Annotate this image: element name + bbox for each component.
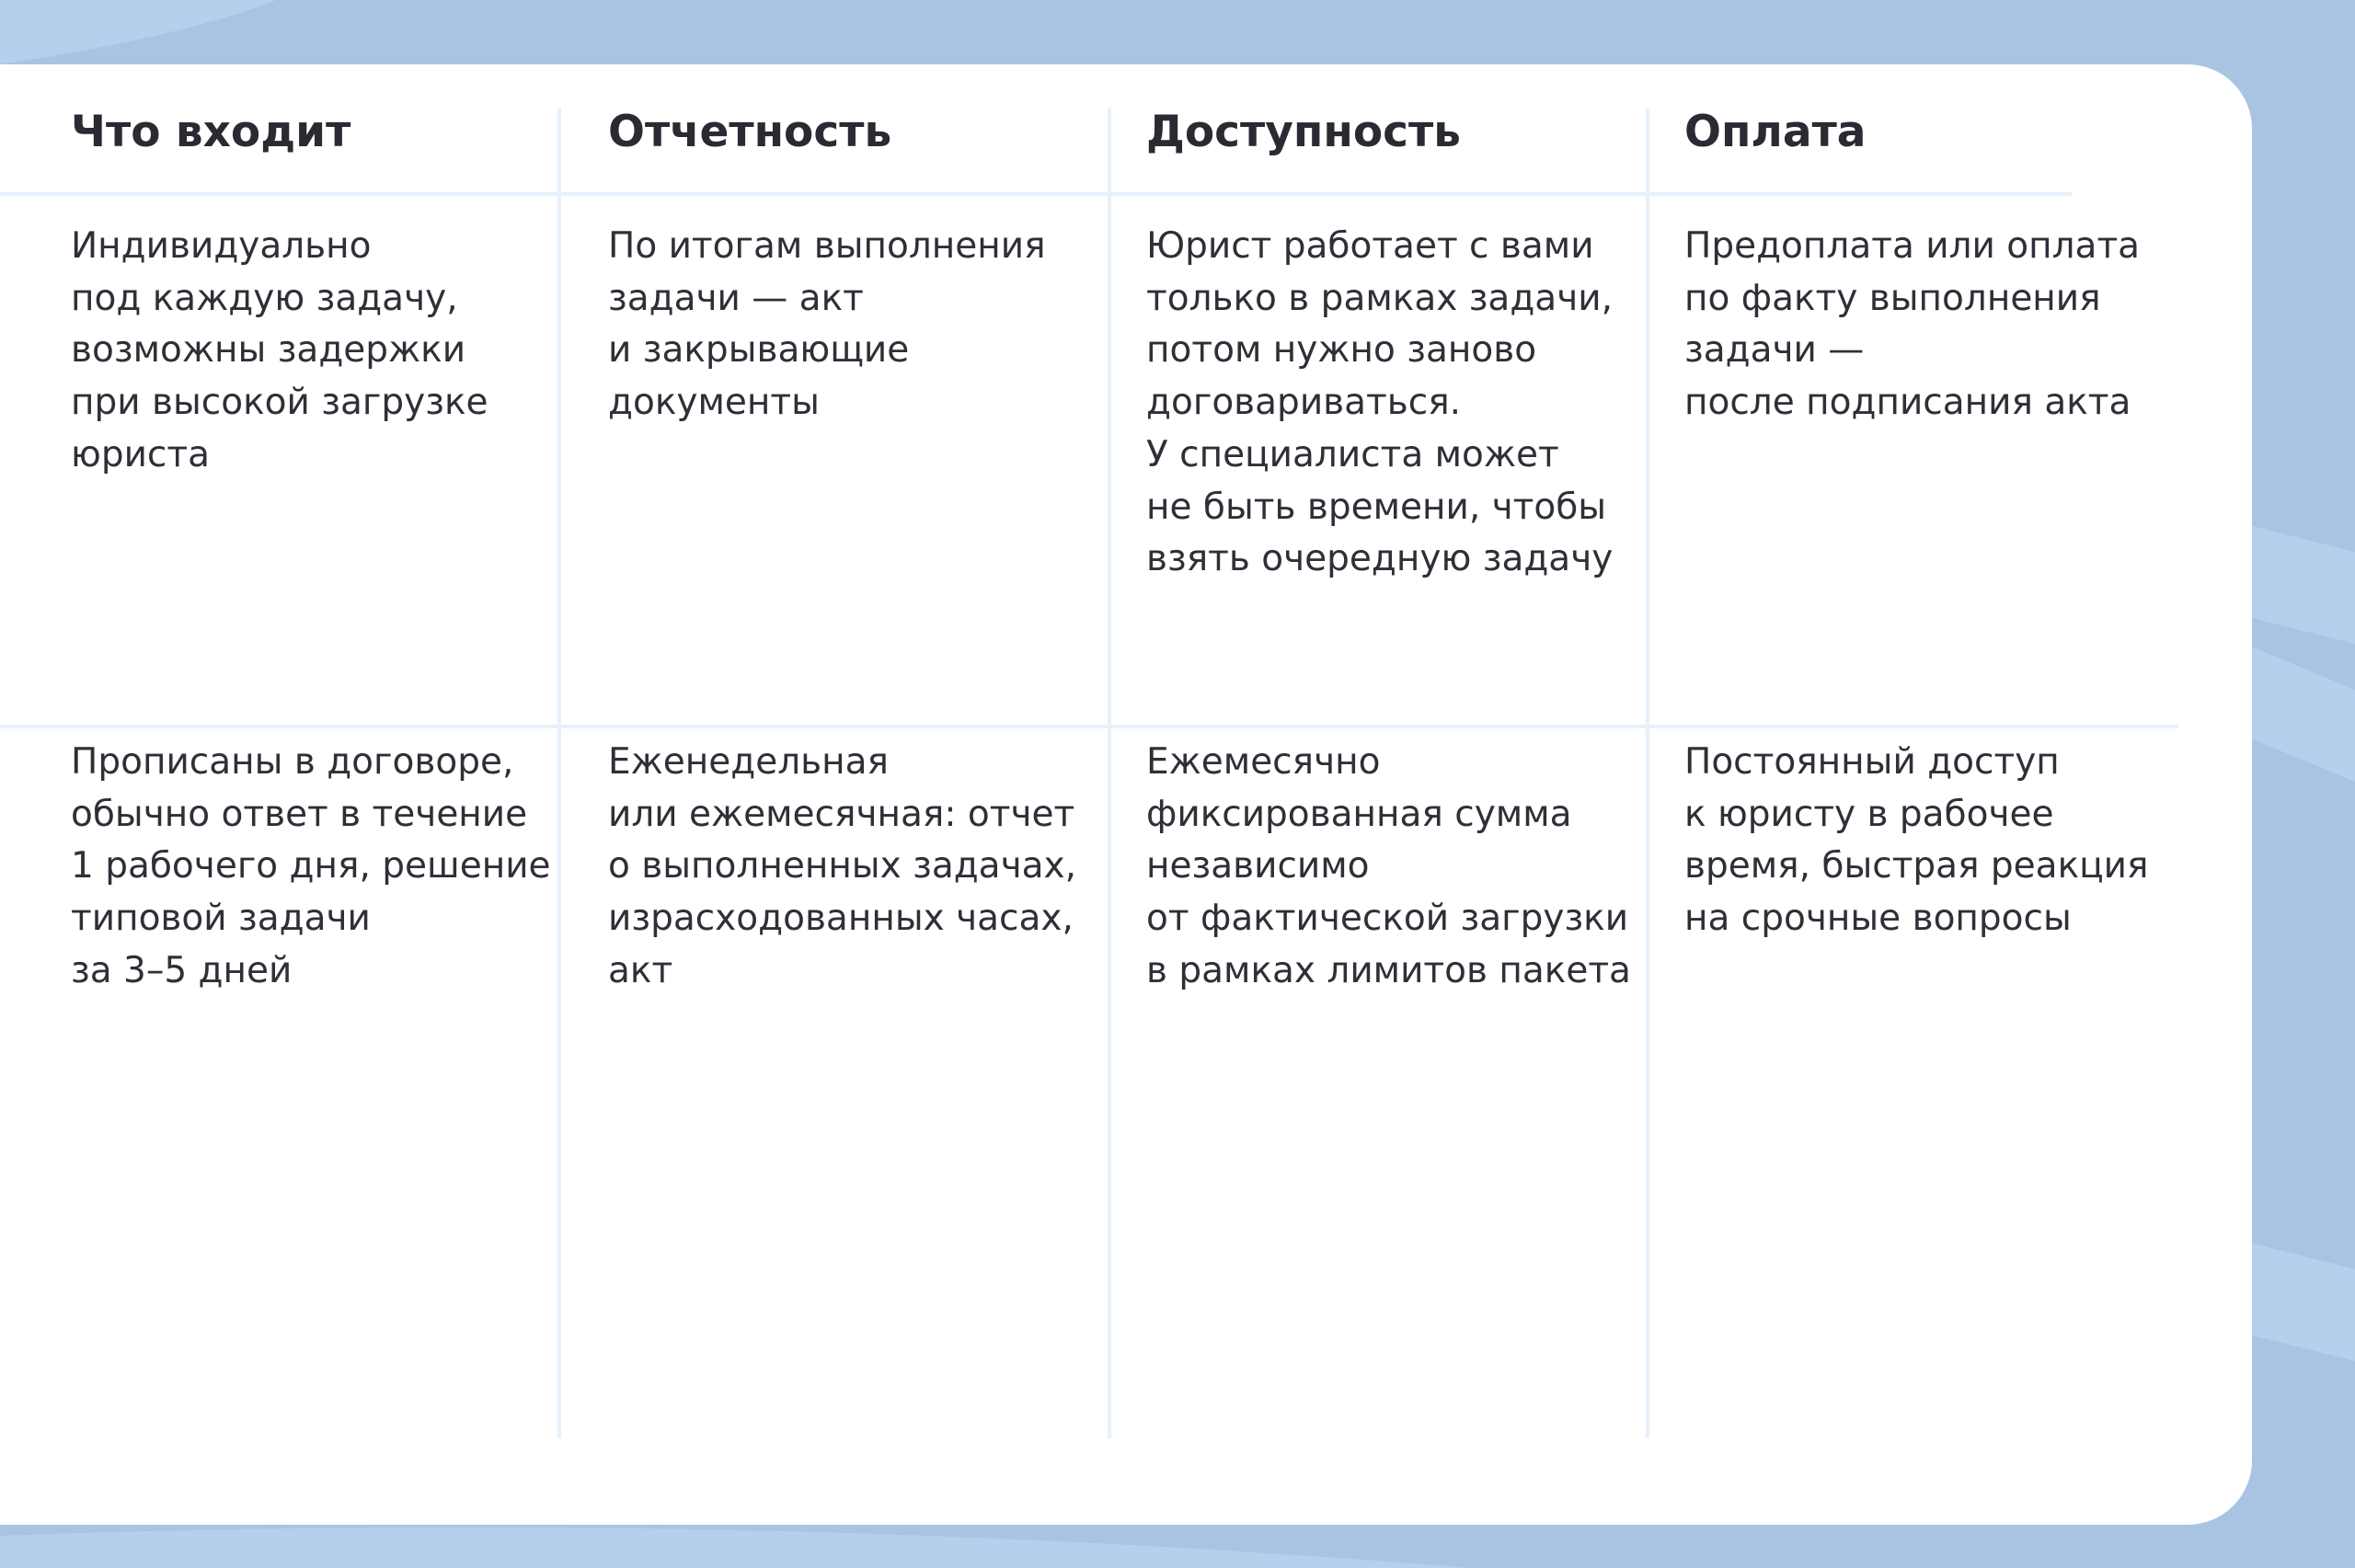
table-cell: Индивидуально под каждую задачу, возможн…	[71, 225, 488, 475]
table-cell: Юрист работает с вами только в рамках за…	[1146, 225, 1614, 580]
column-header: Что входит	[71, 107, 351, 157]
column-divider	[557, 109, 561, 1438]
column-header: Отчетность	[608, 107, 892, 157]
table-cell: Ежемесячно фиксированная сумма независим…	[1146, 741, 1631, 991]
row-divider	[0, 725, 2178, 728]
header-divider	[0, 192, 2072, 196]
table-cell: Предоплата или оплата по факту выполнени…	[1684, 225, 2141, 424]
table-cell: По итогам выполнения задачи — акт и закр…	[608, 225, 1046, 424]
column-header: Доступность	[1146, 107, 1461, 157]
table-cell: Еженедельная или ежемесячная: отчет о вы…	[608, 741, 1076, 991]
table-cell: Прописаны в договоре, обычно ответ в теч…	[71, 741, 551, 991]
column-header: Оплата	[1684, 107, 1867, 157]
column-divider	[1646, 109, 1649, 1438]
column-divider	[1108, 109, 1111, 1438]
comparison-card: Что входит Отчетность Доступность Оплата…	[0, 64, 2252, 1525]
table-cell: Постоянный доступ к юристу в рабочее вре…	[1684, 741, 2149, 940]
